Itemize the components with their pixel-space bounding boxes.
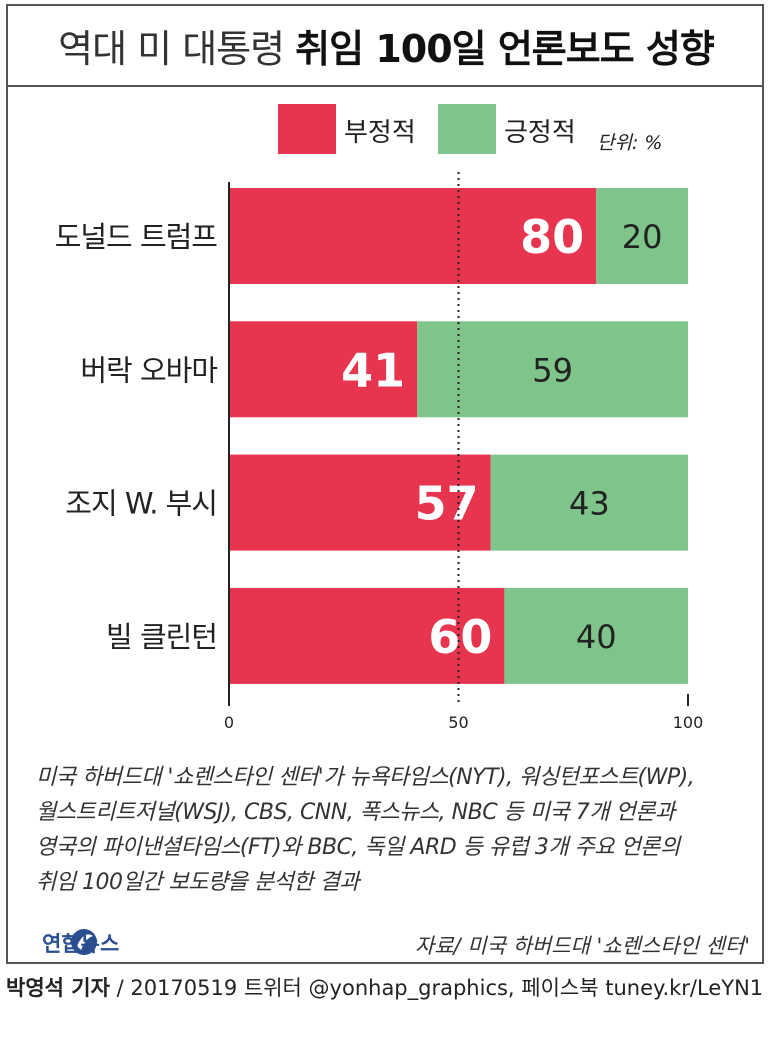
bar-positive — [596, 188, 688, 284]
x-tick-label: 0 — [224, 713, 234, 732]
x-tick-label: 50 — [448, 713, 468, 732]
title-light: 역대 미 대통령 — [58, 27, 285, 71]
note-line: 영국의 파이낸셜타임스(FT)와 BBC, 독일 ARD 등 유럽 3개 주요 … — [36, 835, 680, 860]
footer-author: 박영석 기자 — [6, 976, 110, 1000]
data-label-positive: 59 — [532, 351, 573, 389]
category-label: 빌 클린턴 — [106, 620, 217, 654]
footer: 박영석 기자 / 20170519 트위터 @yonhap_graphics, … — [6, 972, 763, 1002]
bar-positive — [490, 454, 688, 551]
source-text: 자료/ 미국 하버드대 '쇼렌스타인 센터' — [414, 934, 750, 958]
legend-swatch-positive — [438, 104, 496, 154]
bar-positive — [504, 587, 688, 684]
category-label: 도널드 트럼프 — [55, 220, 218, 254]
legend-label-positive: 긍정적 — [504, 118, 576, 148]
data-label-negative: 57 — [415, 477, 479, 531]
legend-label-negative: 부정적 — [344, 118, 416, 148]
data-label-negative: 80 — [520, 210, 584, 264]
note-text: 미국 하버드대 '쇼렌스타인 센터'가 뉴욕타임스(NYT), 워싱턴포스트(W… — [36, 760, 746, 900]
footer-info: / 20170519 트위터 @yonhap_graphics, 페이스북 tu… — [109, 976, 764, 1000]
note-line: 취임 100일간 보도량을 분석한 결과 — [36, 870, 360, 895]
legend-swatch-negative — [278, 104, 336, 154]
title-divider — [8, 85, 762, 87]
note-line: 미국 하버드대 '쇼렌스타인 센터'가 뉴욕타임스(NYT), 워싱턴포스트(W… — [36, 765, 695, 790]
bar-negative — [229, 188, 597, 284]
data-label-negative: 41 — [341, 343, 405, 397]
bar-positive — [417, 321, 688, 418]
data-label-positive: 20 — [622, 218, 663, 256]
data-label-positive: 43 — [569, 485, 610, 523]
title-bold: 취임 100일 언론보도 성향 — [295, 27, 715, 71]
unit-label: 단위: % — [597, 132, 663, 154]
bar-negative — [229, 454, 491, 551]
category-label: 조지 W. 부시 — [65, 487, 217, 521]
data-label-negative: 60 — [428, 610, 492, 664]
yonhap-logo-icon — [71, 929, 97, 955]
graphic-frame — [6, 4, 764, 964]
x-tick-label: 100 — [673, 713, 704, 732]
page-title: 역대 미 대통령 취임 100일 언론보도 성향 — [0, 18, 772, 73]
logo-text: 연합뉴스 — [42, 932, 120, 956]
note-line: 월스트리트저널(WSJ), CBS, CNN, 폭스뉴스, NBC 등 미국 7… — [36, 800, 675, 825]
category-label: 버락 오바마 — [80, 353, 217, 387]
data-label-positive: 40 — [576, 618, 617, 656]
bar-negative — [229, 321, 418, 418]
